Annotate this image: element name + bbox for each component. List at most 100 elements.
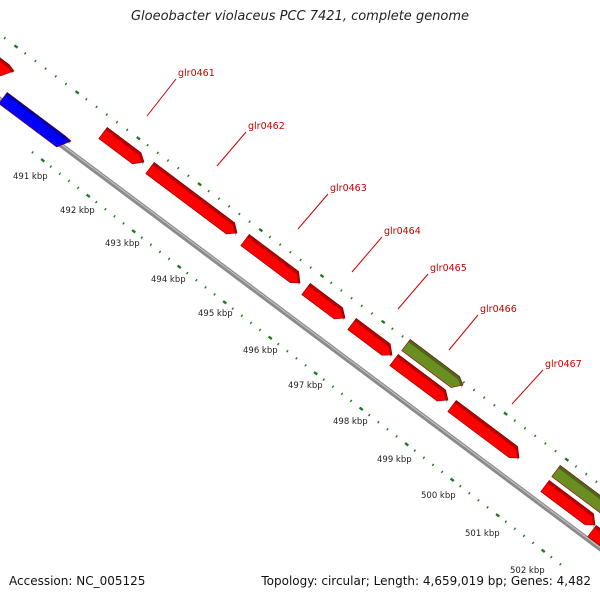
gene-label-callout xyxy=(448,314,479,351)
accession-text: Accession: NC_005125 xyxy=(9,574,146,588)
inner-tick-mark xyxy=(204,285,207,289)
outer-tick-mark xyxy=(595,480,598,484)
inner-tick-mark xyxy=(531,541,535,545)
inner-tick-mark xyxy=(313,371,319,376)
scale-label-layer: 491 kbp 492 kbp 493 kbp 494 kbp 495 kbp 496 k… xyxy=(13,172,545,576)
outer-tick-mark xyxy=(115,120,119,124)
gene-arrow[interactable] xyxy=(551,464,600,520)
inner-tick-mark xyxy=(131,229,137,234)
inner-tick-mark xyxy=(395,435,398,438)
scale-label: 493 kbp xyxy=(105,239,140,249)
outer-tick-mark xyxy=(166,159,170,162)
gene-label-glr0462: glr0462 xyxy=(248,121,285,132)
scale-label: 496 kbp xyxy=(243,346,278,356)
outer-tick-mark xyxy=(74,90,80,95)
outer-tick-mark xyxy=(187,174,190,178)
gene-arrow-reverse[interactable] xyxy=(0,91,72,148)
scale-label: 495 kbp xyxy=(198,309,233,319)
scale-label: 500 kbp xyxy=(421,491,456,501)
inner-tick-track xyxy=(31,151,562,566)
outer-tick-mark xyxy=(268,235,272,239)
gene-arrow-glr0462[interactable] xyxy=(145,161,238,235)
outer-tick-mark xyxy=(533,434,537,438)
gene-arrow-reverse-shade xyxy=(5,92,72,144)
outer-tick-mark xyxy=(493,403,496,407)
inner-tick-mark xyxy=(477,498,480,502)
outer-tick-mark xyxy=(554,449,557,453)
inner-tick-mark xyxy=(167,257,171,261)
gene-label-callout xyxy=(146,78,177,117)
inner-tick-mark xyxy=(349,399,353,403)
outer-tick-mark xyxy=(472,388,476,392)
inner-tick-mark xyxy=(58,172,62,176)
inner-tick-mark xyxy=(149,243,153,247)
outer-tick-mark xyxy=(85,97,88,101)
inner-tick-mark xyxy=(304,364,307,367)
inner-tick-mark xyxy=(559,562,562,566)
outer-tick-mark xyxy=(238,212,241,216)
outer-tick-mark xyxy=(248,220,251,224)
inner-tick-mark xyxy=(377,420,380,424)
outer-tick-mark xyxy=(217,197,221,201)
outer-tick-mark xyxy=(54,74,58,78)
inner-tick-mark xyxy=(113,214,116,218)
outer-tick-mark xyxy=(513,419,517,422)
map-title: Gloeobacter violaceus PCC 7421, complete… xyxy=(130,9,470,24)
summary-text: Topology: circular; Length: 4,659,019 bp… xyxy=(261,574,591,588)
inner-tick-mark xyxy=(458,484,462,488)
outer-tick-mark xyxy=(299,258,302,262)
inner-tick-mark xyxy=(331,385,335,389)
outer-tick-mark xyxy=(564,457,570,462)
outer-tick-mark xyxy=(482,396,486,400)
outer-tick-mark xyxy=(125,128,129,132)
gene-arrow-glr0465[interactable] xyxy=(347,317,393,356)
gene-arrow[interactable] xyxy=(540,479,596,526)
gene-arrow[interactable] xyxy=(0,38,15,77)
inner-tick-mark xyxy=(67,179,71,183)
outer-tick-mark xyxy=(197,182,202,187)
gene-arrow-glr0463-shade xyxy=(247,234,300,286)
scale-label: 501 kbp xyxy=(465,529,500,539)
inner-tick-mark xyxy=(231,307,235,311)
inner-tick-mark xyxy=(286,349,289,353)
scale-label: 494 kbp xyxy=(151,275,186,285)
outer-tick-mark xyxy=(462,380,466,384)
outer-tick-mark xyxy=(350,296,353,300)
outer-tick-mark xyxy=(207,189,211,193)
inner-tick-mark xyxy=(40,158,46,163)
outer-tick-mark xyxy=(319,273,325,279)
outer-tick-mark xyxy=(23,51,27,55)
gene-arrow-glr0463[interactable] xyxy=(240,233,301,284)
gene-arrow-shade xyxy=(594,525,600,533)
outer-tick-mark xyxy=(156,151,160,155)
outer-tick-mark xyxy=(544,442,547,445)
inner-tick-mark xyxy=(94,200,98,204)
gene-arrow-glr0464[interactable] xyxy=(301,282,346,320)
gene-arrow-glr0464-shade xyxy=(308,283,345,321)
gene-arrow-glr0466[interactable] xyxy=(401,338,464,388)
inner-tick-mark xyxy=(468,491,471,495)
inner-tick-mark xyxy=(440,470,444,474)
gene-label-layer: glr0461 glr0462 glr0463 glr0464 glr0465 glr04… xyxy=(146,68,582,405)
inner-tick-mark xyxy=(176,264,182,269)
outer-tick-mark xyxy=(176,166,180,170)
gene-arrow-glr0467[interactable] xyxy=(447,399,520,459)
outer-tick-mark xyxy=(289,250,292,254)
gene-arrow-shade xyxy=(558,465,600,500)
gene-arrow-gene[interactable] xyxy=(389,353,449,402)
scale-label: 498 kbp xyxy=(333,417,368,427)
outer-tick-mark xyxy=(44,67,47,71)
gene-arrow-glr0461[interactable] xyxy=(98,126,145,165)
outer-tick-mark xyxy=(523,426,527,430)
inner-tick-mark xyxy=(49,165,53,168)
scale-label: 491 kbp xyxy=(13,172,48,182)
outer-tick-mark xyxy=(360,304,364,308)
gene-arrow[interactable] xyxy=(587,524,600,567)
inner-tick-mark xyxy=(431,463,435,467)
gene-label-callout xyxy=(511,369,544,405)
scale-label: 499 kbp xyxy=(377,455,412,465)
scale-label: 492 kbp xyxy=(60,206,95,216)
outer-tick-mark xyxy=(3,36,7,40)
outer-tick-mark xyxy=(584,472,588,476)
gene-arrow-gene-shade xyxy=(396,354,448,403)
